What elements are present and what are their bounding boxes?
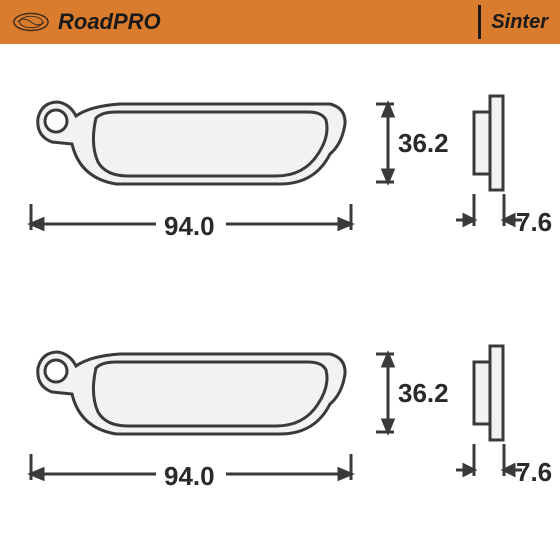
dim-height-bottom: 36.2: [398, 378, 449, 409]
dim-width-top: 94.0: [164, 211, 215, 242]
dim-height-top: 36.2: [398, 128, 449, 159]
dim-width-bottom: 94.0: [164, 461, 215, 492]
brand-logo-icon: [12, 10, 50, 34]
diagram-content: 36.2 94.0 7.6: [0, 44, 560, 560]
header: RoadPRO Sinter: [0, 0, 560, 44]
brake-pad-front-top: [20, 84, 360, 214]
header-right: Sinter: [478, 5, 548, 39]
header-left: RoadPRO: [12, 9, 161, 35]
dim-thickness-bottom: 7.6: [516, 457, 552, 488]
brand-name: RoadPRO: [58, 9, 161, 35]
brake-pad-front-bottom: [20, 334, 360, 464]
product-type: Sinter: [491, 11, 548, 34]
header-separator: [478, 5, 481, 39]
dim-thickness-top: 7.6: [516, 207, 552, 238]
